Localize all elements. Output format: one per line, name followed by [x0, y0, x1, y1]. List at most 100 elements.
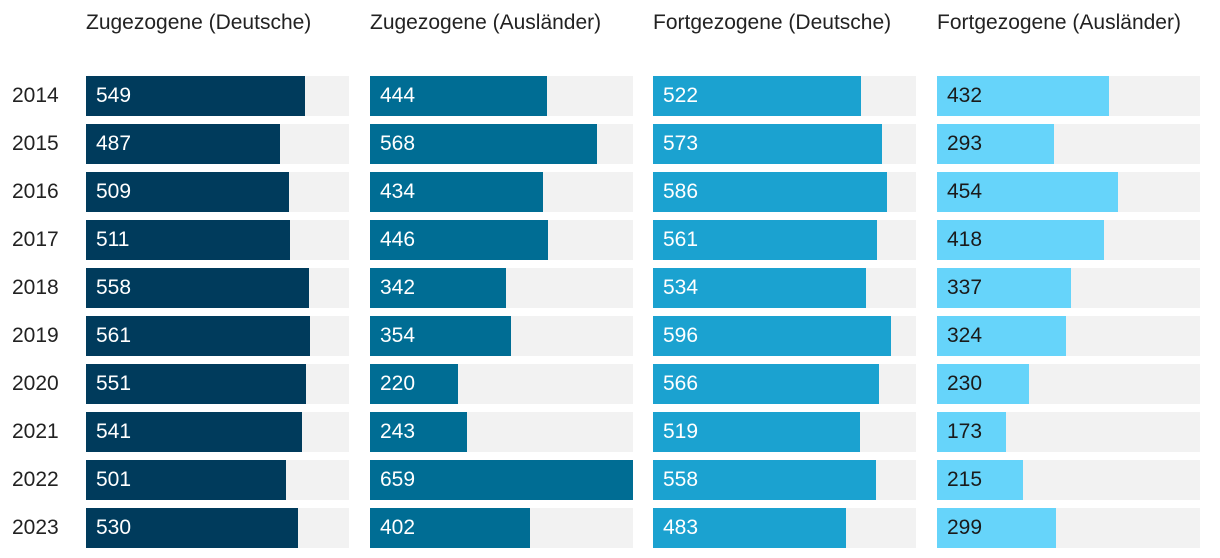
bar-track: 509 — [86, 172, 349, 212]
bar-value-label: 558 — [663, 468, 699, 491]
bar-track: 566 — [653, 364, 916, 404]
bar-1-2016 — [370, 172, 543, 212]
bar-2-2021 — [653, 412, 860, 452]
bar-value-label: 483 — [663, 516, 699, 539]
bar-track: 418 — [937, 220, 1200, 260]
bar-value-label: 659 — [380, 468, 416, 491]
bar-2-2017 — [653, 220, 877, 260]
bar-2-2023 — [653, 508, 846, 548]
bar-track: 511 — [86, 220, 349, 260]
bar-0-2015 — [86, 124, 280, 164]
bar-value-label: 530 — [96, 516, 132, 539]
bar-track: 568 — [370, 124, 633, 164]
bar-track: 501 — [86, 460, 349, 500]
year-label-2017: 2017 — [12, 228, 59, 251]
bar-2-2022 — [653, 460, 876, 500]
bar-value-label: 293 — [947, 132, 983, 155]
bar-track: 530 — [86, 508, 349, 548]
bar-track: 519 — [653, 412, 916, 452]
bar-track: 586 — [653, 172, 916, 212]
bar-track: 446 — [370, 220, 633, 260]
bar-1-2017 — [370, 220, 548, 260]
bar-2-2016 — [653, 172, 887, 212]
bar-1-2014 — [370, 76, 547, 116]
bar-track: 522 — [653, 76, 916, 116]
bar-track: 534 — [653, 268, 916, 308]
column-header-3: Fortgezogene (Ausländer) — [937, 11, 1181, 34]
bar-value-label: 549 — [96, 84, 132, 107]
bar-3-2016 — [937, 172, 1118, 212]
bar-track: 573 — [653, 124, 916, 164]
year-label-2015: 2015 — [12, 132, 59, 155]
bar-3-2020 — [937, 364, 1029, 404]
bar-value-label: 299 — [947, 516, 983, 539]
bar-2-2014 — [653, 76, 861, 116]
bar-2-2015 — [653, 124, 882, 164]
bar-value-label: 487 — [96, 132, 132, 155]
bar-value-label: 596 — [663, 324, 699, 347]
bar-0-2020 — [86, 364, 306, 404]
bar-track: 558 — [653, 460, 916, 500]
bar-0-2014 — [86, 76, 305, 116]
bar-3-2017 — [937, 220, 1104, 260]
bar-1-2021 — [370, 412, 467, 452]
column-header-1: Zugezogene (Ausländer) — [370, 11, 602, 34]
bar-3-2021 — [937, 412, 1006, 452]
bar-track: 434 — [370, 172, 633, 212]
bar-track: 215 — [937, 460, 1200, 500]
year-label-2016: 2016 — [12, 180, 59, 203]
bar-3-2018 — [937, 268, 1071, 308]
bar-3-2015 — [937, 124, 1054, 164]
bar-value-label: 342 — [380, 276, 416, 299]
bar-value-label: 522 — [663, 84, 699, 107]
bar-2-2018 — [653, 268, 866, 308]
bar-value-label: 418 — [947, 228, 983, 251]
bar-track: 659 — [370, 460, 633, 500]
bar-3-2014 — [937, 76, 1109, 116]
bar-0-2017 — [86, 220, 290, 260]
bar-value-label: 586 — [663, 180, 699, 203]
bar-track: 541 — [86, 412, 349, 452]
column-header-2: Fortgezogene (Deutsche) — [653, 11, 892, 34]
bar-value-label: 444 — [380, 84, 416, 107]
bar-3-2019 — [937, 316, 1066, 356]
bar-track: 293 — [937, 124, 1200, 164]
bar-1-2020 — [370, 364, 458, 404]
bar-value-label: 402 — [380, 516, 416, 539]
bar-track: 337 — [937, 268, 1200, 308]
column-header-0: Zugezogene (Deutsche) — [86, 11, 312, 34]
bar-track: 324 — [937, 316, 1200, 356]
bar-0-2016 — [86, 172, 289, 212]
bar-value-label: 324 — [947, 324, 983, 347]
bar-value-label: 561 — [663, 228, 699, 251]
bar-value-label: 434 — [380, 180, 416, 203]
bar-track: 487 — [86, 124, 349, 164]
bar-0-2021 — [86, 412, 302, 452]
bar-2-2019 — [653, 316, 891, 356]
bar-3-2023 — [937, 508, 1056, 548]
bar-value-label: 173 — [947, 420, 983, 443]
bar-0-2022 — [86, 460, 286, 500]
bar-track: 354 — [370, 316, 633, 356]
bar-track: 561 — [86, 316, 349, 356]
bar-track: 549 — [86, 76, 349, 116]
year-label-2021: 2021 — [12, 420, 59, 443]
year-label-2020: 2020 — [12, 372, 59, 395]
bar-value-label: 541 — [96, 420, 132, 443]
bar-1-2015 — [370, 124, 597, 164]
bar-track: 596 — [653, 316, 916, 356]
bar-track: 561 — [653, 220, 916, 260]
bar-value-label: 432 — [947, 84, 983, 107]
bar-track: 444 — [370, 76, 633, 116]
bar-track: 342 — [370, 268, 633, 308]
bar-value-label: 511 — [96, 228, 130, 251]
bar-value-label: 454 — [947, 180, 983, 203]
bar-1-2018 — [370, 268, 506, 308]
bar-track: 558 — [86, 268, 349, 308]
bar-0-2019 — [86, 316, 310, 356]
bar-track: 483 — [653, 508, 916, 548]
year-label-2014: 2014 — [12, 84, 59, 107]
bar-track: 243 — [370, 412, 633, 452]
bar-track: 551 — [86, 364, 349, 404]
